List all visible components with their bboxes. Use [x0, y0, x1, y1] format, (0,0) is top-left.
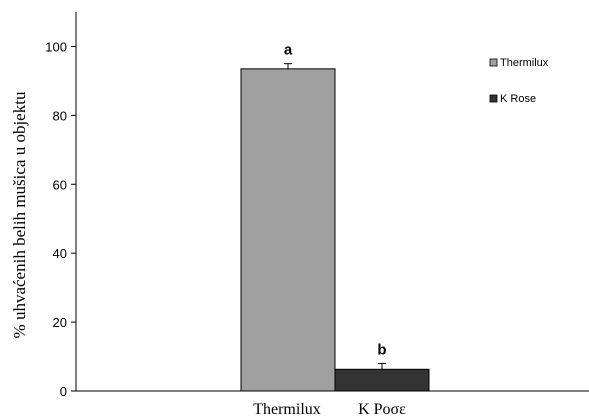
axes: 0 20 40 60 80 100	[45, 12, 589, 399]
y-tick-label: 20	[53, 315, 67, 330]
significance-label: b	[377, 341, 386, 358]
y-axis-label: % uhvaćenih belih mušica u objektu	[10, 91, 29, 338]
x-tick-label: K Ροσε	[358, 401, 406, 417]
y-tick-label: 100	[45, 39, 67, 54]
significance-label: a	[284, 42, 293, 59]
bar-thermilux	[240, 68, 336, 392]
y-tick-label: 0	[60, 384, 67, 399]
x-tick-label: Thermilux	[253, 401, 321, 417]
legend-swatch	[489, 94, 498, 103]
bar-k-rose	[334, 368, 430, 392]
bars: a Thermilux b K Ροσε	[240, 42, 430, 417]
legend-label: K Rose	[500, 93, 536, 105]
legend-label: Thermilux	[500, 57, 549, 69]
y-tick-label: 60	[53, 177, 67, 192]
legend: Thermilux K Rose	[489, 57, 549, 105]
y-tick-label: 80	[53, 108, 67, 123]
legend-swatch	[489, 58, 498, 67]
y-tick-label: 40	[53, 246, 67, 261]
